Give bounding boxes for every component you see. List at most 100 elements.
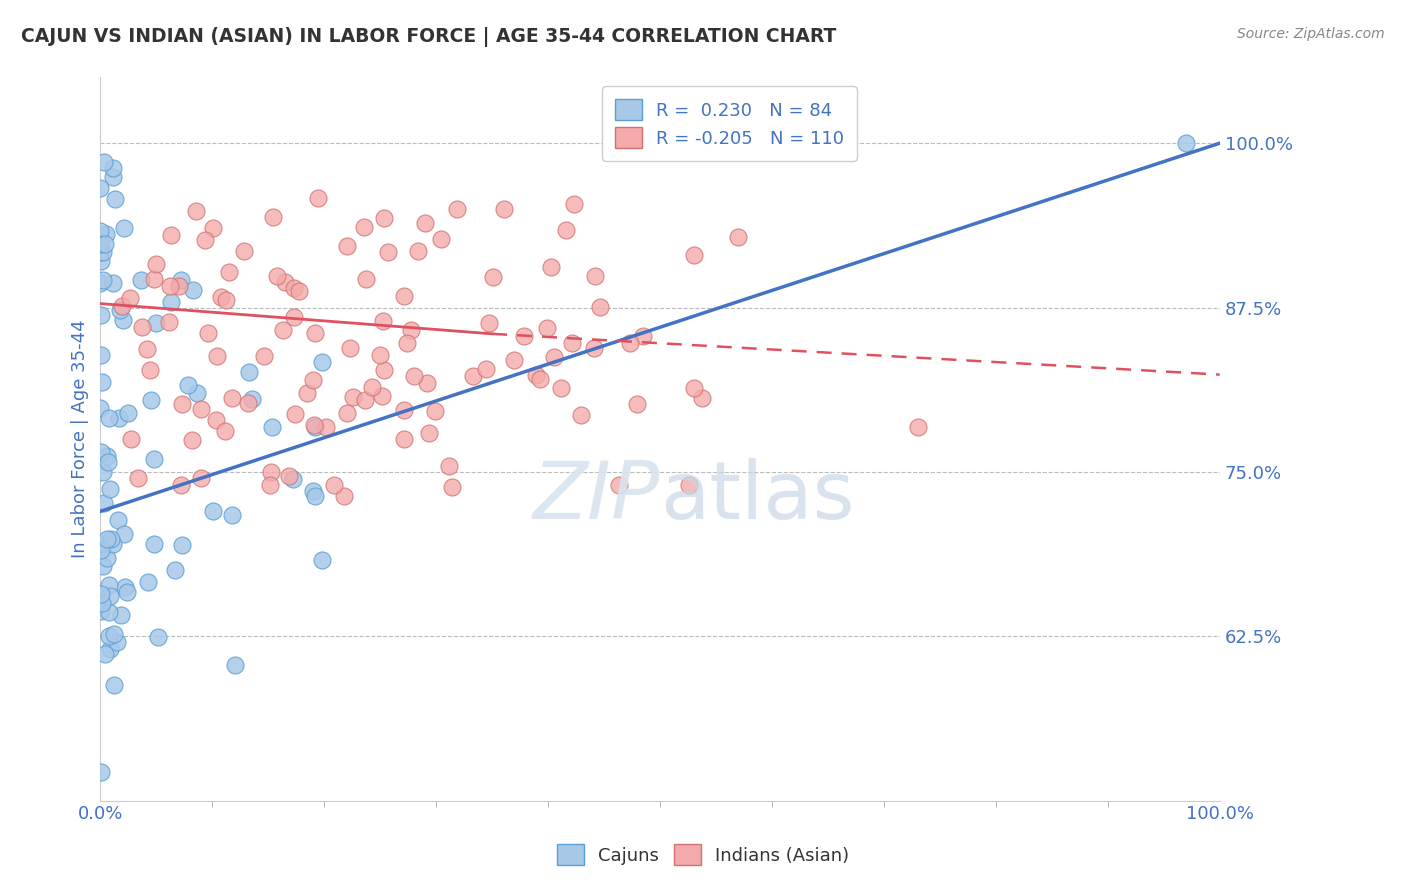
Point (112, 221, 135, 235)
Point (907, 420, 929, 434)
Point (190, 471, 212, 485)
Point (101, 537, 124, 551)
Point (478, 317, 501, 331)
Point (238, 365, 260, 379)
Point (112, 527, 135, 541)
Point (430, 232, 453, 246)
Point (142, 272, 165, 286)
Point (172, 397, 194, 411)
Point (342, 390, 364, 404)
Point (136, 574, 159, 589)
Point (690, 391, 713, 405)
Point (283, 310, 305, 324)
Point (297, 385, 319, 400)
Point (287, 284, 309, 298)
Point (90, 445, 112, 459)
Point (727, 230, 749, 244)
Point (194, 233, 217, 247)
Point (104, 193, 127, 207)
Point (373, 314, 395, 328)
Point (392, 403, 415, 417)
Point (1175, 136, 1198, 151)
Point (408, 244, 430, 258)
Point (392, 289, 415, 303)
Point (283, 281, 305, 295)
Point (377, 244, 399, 259)
Point (163, 563, 186, 577)
Point (120, 291, 142, 305)
Point (481, 270, 503, 285)
Point (90, 537, 112, 551)
Point (589, 300, 612, 314)
Point (142, 537, 165, 551)
Point (101, 161, 124, 175)
Point (91, 245, 114, 260)
Point (333, 489, 356, 503)
Point (145, 256, 167, 270)
Point (204, 413, 226, 427)
Point (437, 459, 460, 474)
Point (304, 417, 326, 432)
Point (115, 584, 138, 599)
Point (266, 268, 288, 283)
Point (157, 315, 180, 329)
Point (607, 478, 630, 492)
Point (626, 396, 648, 410)
Point (423, 404, 446, 418)
Point (274, 275, 297, 289)
Point (259, 478, 281, 492)
Point (311, 552, 333, 566)
Point (536, 321, 558, 335)
Point (93, 154, 115, 169)
Point (218, 265, 240, 279)
Point (148, 630, 170, 644)
Point (89, 181, 111, 195)
Point (160, 227, 183, 242)
Point (186, 386, 208, 401)
Point (678, 478, 700, 492)
Point (583, 341, 606, 355)
Point (90, 308, 112, 322)
Point (221, 391, 243, 405)
Point (97, 577, 120, 591)
Point (197, 326, 219, 340)
Point (503, 353, 526, 368)
Point (98, 641, 121, 656)
Point (139, 363, 162, 377)
Point (399, 323, 422, 337)
Point (356, 271, 378, 285)
Point (183, 283, 205, 297)
Point (97, 454, 120, 468)
Point (233, 244, 256, 259)
Point (190, 402, 212, 417)
Point (494, 202, 516, 216)
Point (262, 210, 284, 224)
Point (170, 478, 193, 492)
Point (160, 294, 183, 309)
Point (550, 381, 572, 395)
Point (103, 678, 125, 692)
Point (555, 223, 578, 237)
Point (89, 237, 111, 252)
Point (207, 349, 229, 363)
Point (170, 272, 193, 286)
Point (167, 278, 190, 293)
Point (103, 276, 125, 290)
Point (682, 248, 704, 262)
Point (135, 342, 157, 356)
Point (371, 389, 394, 403)
Point (93, 496, 115, 510)
Point (96, 550, 118, 565)
Point (339, 341, 361, 355)
Point (89, 401, 111, 415)
Text: CAJUN VS INDIAN (ASIAN) IN LABOR FORCE | AGE 35-44 CORRELATION CHART: CAJUN VS INDIAN (ASIAN) IN LABOR FORCE |… (21, 27, 837, 46)
Point (273, 323, 295, 337)
Point (89, 276, 111, 290)
Point (112, 312, 135, 326)
Point (96, 449, 118, 463)
Point (90, 542, 112, 557)
Point (513, 329, 536, 343)
Point (110, 607, 132, 622)
Point (111, 299, 134, 313)
Point (322, 478, 344, 492)
